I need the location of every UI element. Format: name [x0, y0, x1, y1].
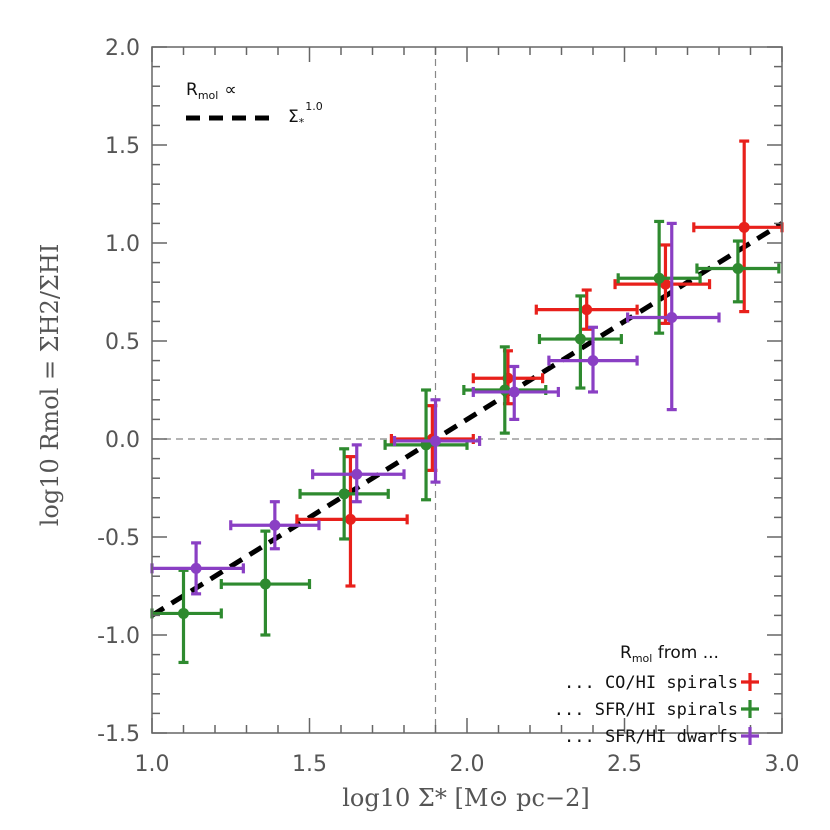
- y-tick-label: 0.5: [105, 330, 140, 355]
- data-point: [150, 541, 245, 596]
- point-marker: [499, 384, 511, 396]
- series-2: [150, 221, 721, 596]
- y-tick-label: -0.5: [97, 526, 140, 551]
- point-marker: [190, 562, 202, 574]
- data-point: [150, 568, 223, 665]
- x-tick-label: 1.5: [292, 752, 327, 777]
- data-point: [471, 364, 560, 421]
- point-marker: [574, 333, 586, 345]
- tick-labels: 1.0 1.5 2.0 2.5 3.0 2.0 1.5 1.0 0.5 0.0 -0.5 -1.0 -1…: [97, 36, 799, 777]
- x-tick-label: 2.5: [607, 752, 642, 777]
- y-tick-label: -1.0: [97, 624, 140, 649]
- point-marker: [738, 221, 750, 233]
- data-point: [695, 239, 781, 304]
- x-tick-label: 1.0: [135, 752, 170, 777]
- data-point: [537, 294, 623, 390]
- point-marker: [732, 262, 744, 274]
- x-tick-label: 3.0: [765, 752, 800, 777]
- series-0: [295, 139, 784, 588]
- data-point: [613, 243, 712, 325]
- point-marker: [338, 488, 350, 500]
- axis-ticks: [151, 46, 783, 734]
- fit-legend-label: Σ*1.0: [288, 100, 323, 129]
- fit-line-group: [150, 221, 784, 618]
- data-point: [311, 443, 406, 504]
- data-point: [534, 288, 639, 331]
- data-point: [219, 529, 312, 637]
- fit-line: [150, 221, 784, 618]
- data-point: [229, 500, 321, 551]
- legend-entry: ... SFR/HI dwarfs: [564, 727, 759, 747]
- data-point: [383, 388, 469, 502]
- legend-label: ... SFR/HI spirals: [554, 700, 738, 720]
- legend-entry: ... SFR/HI spirals: [554, 700, 759, 720]
- data-point: [392, 398, 482, 484]
- legend-label: ... CO/HI spirals: [564, 673, 738, 693]
- data-point: [462, 345, 548, 435]
- data-point: [295, 455, 409, 588]
- series-legend-title: Rmol from ...: [620, 643, 719, 665]
- point-marker: [653, 272, 665, 284]
- legend-entry: ... CO/HI spirals: [564, 673, 759, 693]
- y-axis-title: log10 Rmol = ΣH2/ΣHI: [36, 244, 64, 527]
- y-tick-label: -1.5: [97, 722, 140, 747]
- data-points: [150, 139, 784, 665]
- data-point: [692, 139, 784, 314]
- data-point: [547, 325, 639, 394]
- y-tick-label: 0.0: [105, 428, 140, 453]
- data-point: [626, 221, 721, 412]
- x-axis-title: log10 Σ* [M⊙ pc−2]: [342, 784, 589, 812]
- point-marker: [351, 468, 363, 480]
- point-marker: [666, 311, 678, 323]
- point-marker: [581, 304, 593, 316]
- legend-label: ... SFR/HI dwarfs: [564, 727, 738, 747]
- point-marker: [430, 435, 441, 447]
- point-marker: [178, 607, 189, 619]
- fit-legend-title: Rmol ∝: [186, 80, 236, 102]
- data-point: [471, 349, 545, 406]
- fit-legend: Rmol ∝ Σ*1.0: [186, 80, 323, 129]
- point-marker: [587, 355, 599, 367]
- y-tick-label: 2.0: [105, 36, 140, 61]
- y-tick-label: 1.0: [105, 232, 140, 257]
- point-marker: [269, 519, 281, 531]
- series-legend: Rmol from ... ... CO/HI spirals ... SFR/H…: [554, 643, 759, 747]
- series-1: [150, 219, 781, 665]
- point-marker: [259, 578, 271, 590]
- data-point: [298, 447, 390, 541]
- point-marker: [344, 513, 356, 525]
- data-point: [616, 219, 702, 335]
- point-marker: [508, 386, 520, 398]
- y-tick-label: 1.5: [105, 134, 140, 159]
- x-tick-label: 2.0: [450, 752, 485, 777]
